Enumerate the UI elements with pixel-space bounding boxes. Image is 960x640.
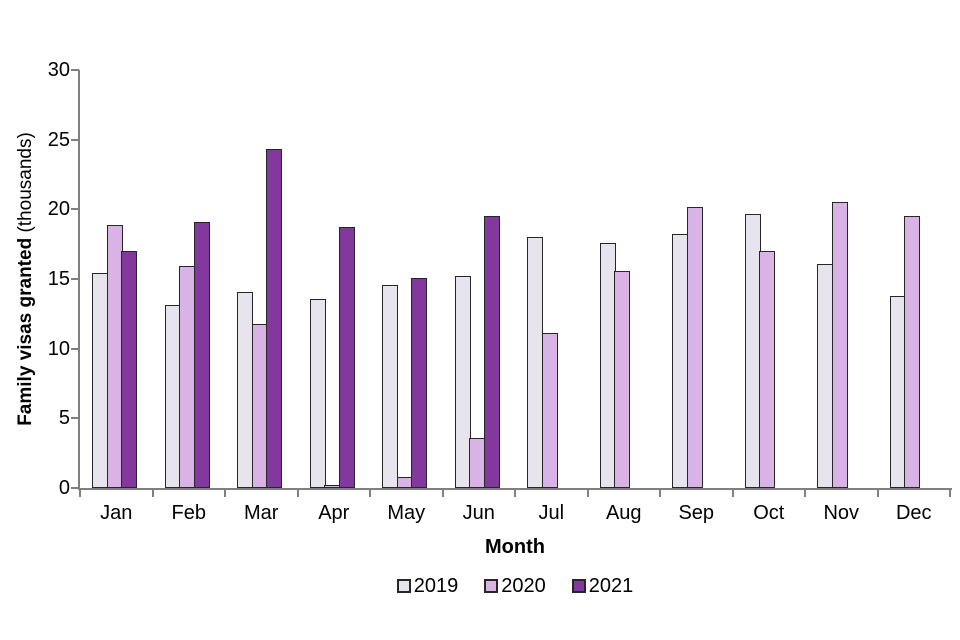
x-tick-label: Jun	[462, 502, 495, 524]
y-tick	[71, 208, 79, 211]
y-tick	[71, 69, 79, 71]
x-tick-label: Dec	[895, 502, 932, 524]
y-tick-label: 10	[47, 337, 70, 360]
y-tick-label: 5	[58, 407, 70, 430]
x-tick-label: Sep	[678, 502, 715, 524]
bar-group	[309, 227, 355, 488]
x-tick-label: Apr	[318, 502, 350, 524]
x-tick	[659, 488, 661, 497]
bar-2019	[309, 298, 326, 488]
bar-group	[744, 213, 790, 488]
x-tick	[514, 488, 516, 497]
bar-2021	[193, 221, 210, 488]
bar-group	[382, 277, 428, 488]
bar-2021	[338, 227, 355, 488]
bar-group	[527, 237, 572, 488]
bar-2020	[759, 251, 776, 488]
legend-swatch	[396, 579, 411, 593]
x-tick	[441, 488, 444, 497]
y-tick-label: 20	[47, 198, 70, 221]
bar-group	[237, 149, 283, 488]
x-tick-label: Jul	[538, 502, 565, 524]
y-tick-label: 0	[58, 477, 70, 499]
y-axis-line	[78, 70, 80, 490]
bar-2020	[831, 202, 848, 488]
y-tick	[71, 138, 79, 141]
bar-2021	[483, 216, 500, 488]
x-tick	[296, 488, 299, 497]
legend-swatch	[484, 579, 499, 593]
bar-2019	[382, 284, 399, 488]
legend-item: 2020	[484, 576, 546, 596]
bar-2019	[454, 276, 471, 488]
bar-2020	[904, 216, 921, 488]
bar-group	[672, 206, 717, 488]
legend-item: 2019	[396, 575, 459, 597]
bar-2020	[541, 333, 558, 488]
x-tick-label: Jan	[100, 502, 133, 524]
x-tick	[949, 488, 951, 497]
x-tick	[731, 488, 734, 497]
legend: 2019 2020 2021	[80, 574, 950, 598]
x-tick	[586, 488, 589, 497]
bar-group	[454, 216, 500, 488]
x-tick-label: May	[387, 502, 426, 524]
legend-label: 2020	[501, 575, 546, 597]
legend-label: 2019	[413, 575, 459, 597]
y-tick	[71, 347, 79, 350]
x-tick-label: Oct	[753, 502, 785, 524]
y-tick-label: 25	[47, 128, 70, 151]
x-tick	[876, 488, 879, 497]
x-axis-title: Month	[485, 536, 545, 558]
y-tick	[71, 487, 79, 489]
y-tick-label: 30	[47, 59, 70, 81]
bar-group	[599, 242, 645, 488]
legend-swatch	[571, 579, 586, 593]
y-tick	[71, 417, 79, 420]
y-tick-label: 15	[47, 268, 70, 290]
x-tick-label: Nov	[823, 502, 860, 524]
bar-2021	[411, 277, 428, 488]
x-tick	[79, 488, 81, 497]
x-tick-label: Mar	[244, 502, 279, 524]
bar-group	[889, 216, 935, 488]
x-tick	[224, 488, 226, 497]
bar-2021	[121, 251, 138, 488]
legend-item: 2021	[571, 575, 634, 597]
x-tick-label: Feb	[171, 502, 206, 524]
legend-label: 2021	[588, 575, 634, 597]
x-tick-label: Aug	[605, 502, 642, 524]
bar-group	[164, 221, 210, 488]
bar-group	[92, 224, 138, 488]
x-tick	[804, 488, 806, 497]
x-tick	[151, 488, 154, 497]
bar-2020	[686, 206, 703, 488]
x-tick	[369, 488, 371, 497]
bar-2020	[614, 270, 631, 488]
bar-2021	[266, 149, 283, 488]
bar-group	[817, 202, 862, 488]
y-tick	[71, 278, 79, 280]
y-axis-title-main: Family visas granted	[15, 237, 36, 426]
